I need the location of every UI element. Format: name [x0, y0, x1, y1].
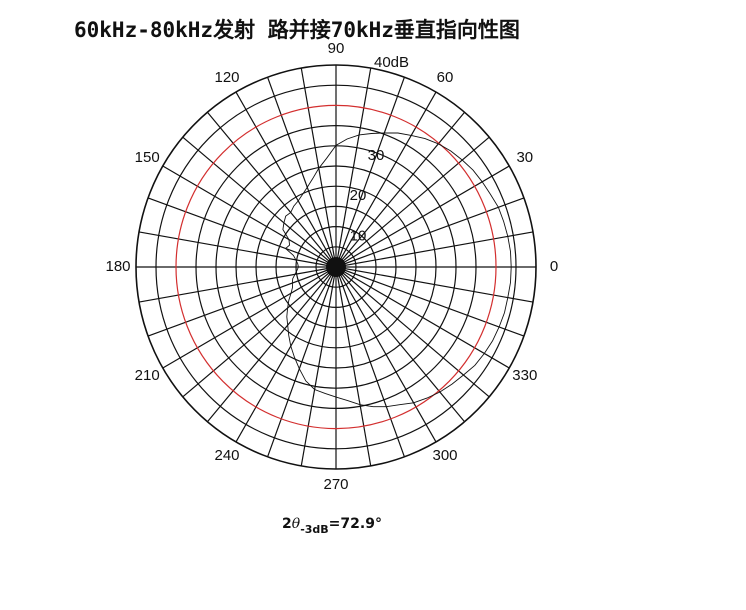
angle-label: 60: [437, 69, 454, 86]
annotation-value: =72.9°: [328, 516, 382, 532]
grid-ring: [275, 205, 397, 329]
grid-ring: [255, 185, 417, 349]
radial-tick-label: 30: [368, 147, 385, 164]
reference-ring: [175, 104, 497, 430]
angle-label: 210: [135, 367, 160, 384]
radial-tick-label: 20: [350, 187, 367, 204]
angle-label: 300: [432, 447, 457, 464]
grid-ring: [315, 246, 357, 288]
annotation-theta: θ: [291, 516, 301, 532]
chart-title: 60kHz-80kHz发射 路并接70kHz垂直指向性图: [74, 18, 520, 42]
angle-label: 180: [105, 258, 130, 275]
radial-tick-label: 40dB: [374, 54, 409, 71]
grid-ring: [195, 125, 477, 409]
radial-tick-label: 10: [350, 228, 367, 245]
angle-label: 330: [512, 367, 537, 384]
angle-label: 150: [135, 149, 160, 166]
angle-label: 90: [328, 40, 345, 57]
beamwidth-annotation: 2θ-3dB=72.9°: [282, 516, 382, 536]
angle-label: 0: [550, 258, 558, 275]
data-series: [282, 132, 512, 408]
angle-label: 120: [214, 69, 239, 86]
polar-grid: [135, 64, 537, 470]
angle-label: 270: [323, 476, 348, 493]
grid-ring: [235, 165, 437, 369]
angle-label: 240: [214, 447, 239, 464]
angle-label: 30: [516, 149, 533, 166]
center-hub: [326, 257, 346, 277]
grid-ring: [295, 226, 377, 309]
axis-labels: 0 30 60 90 120 150 180 210 240 270 300 330 10 20 30 40d…: [105, 40, 558, 493]
annotation-prefix: 2: [282, 516, 292, 532]
outer-ring: [135, 64, 537, 470]
grid-ring: [155, 84, 517, 450]
directivity-curve: [282, 132, 512, 408]
annotation-subscript: -3dB: [300, 523, 329, 536]
